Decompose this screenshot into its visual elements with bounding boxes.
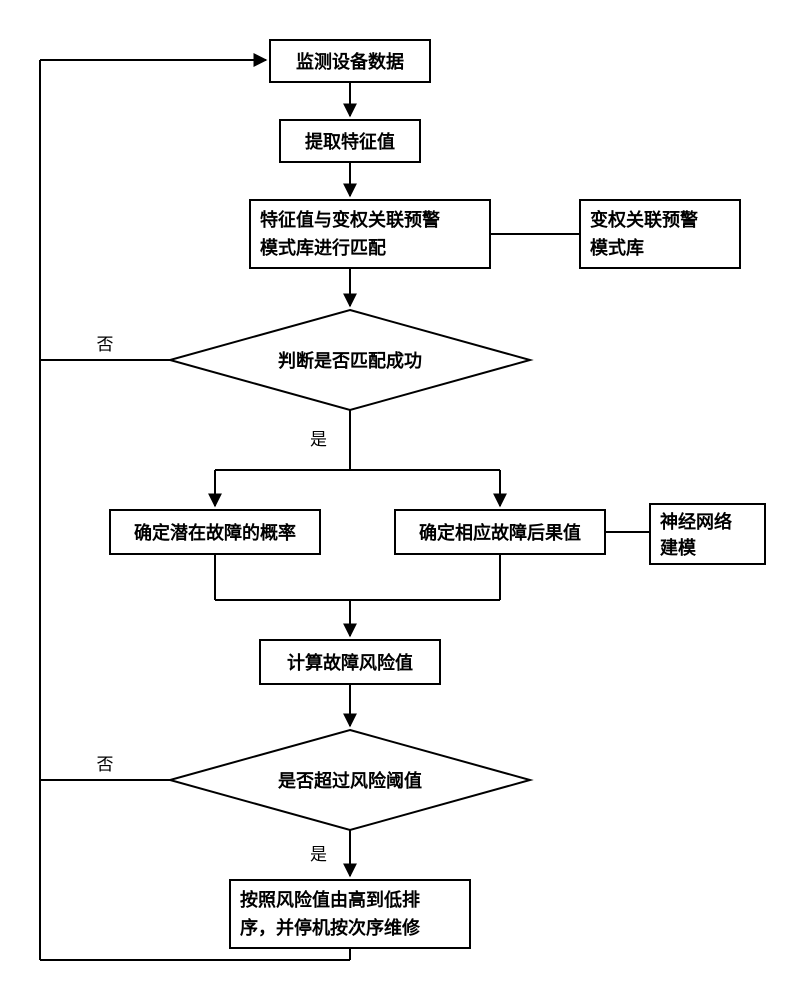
node-neural-network-label1: 神经网络 bbox=[660, 511, 732, 532]
decision-match-success-label: 判断是否匹配成功 bbox=[278, 350, 422, 371]
node-fault-probability-label: 确定潜在故障的概率 bbox=[134, 522, 296, 543]
node-match-db-label2: 模式库进行匹配 bbox=[260, 237, 386, 258]
node-fault-consequence-label: 确定相应故障后果值 bbox=[419, 522, 581, 543]
node-extract-features-label: 提取特征值 bbox=[305, 131, 395, 152]
flowchart-canvas: 监测设备数据 提取特征值 特征值与变权关联预警 模式库进行匹配 变权关联预警 模… bbox=[0, 0, 802, 1000]
edge-d2-yes-label: 是 bbox=[310, 845, 327, 864]
decision-threshold-label: 是否超过风险阈值 bbox=[277, 770, 422, 791]
edge-d1-yes-label: 是 bbox=[310, 430, 327, 449]
node-monitor-data-label: 监测设备数据 bbox=[296, 51, 404, 72]
node-warning-db-label2: 模式库 bbox=[590, 237, 644, 258]
node-warning-db-label1: 变权关联预警 bbox=[590, 209, 698, 230]
node-sort-repair-label1: 按照风险值由高到低排 bbox=[240, 889, 420, 910]
edge-d2-no-label: 否 bbox=[97, 755, 114, 774]
node-neural-network-label2: 建模 bbox=[660, 537, 697, 558]
node-calc-risk-label: 计算故障风险值 bbox=[287, 652, 413, 673]
node-match-db-label1: 特征值与变权关联预警 bbox=[260, 209, 440, 230]
node-sort-repair-label2: 序，并停机按次序维修 bbox=[240, 917, 421, 938]
edge-d1-no-label: 否 bbox=[97, 335, 114, 354]
